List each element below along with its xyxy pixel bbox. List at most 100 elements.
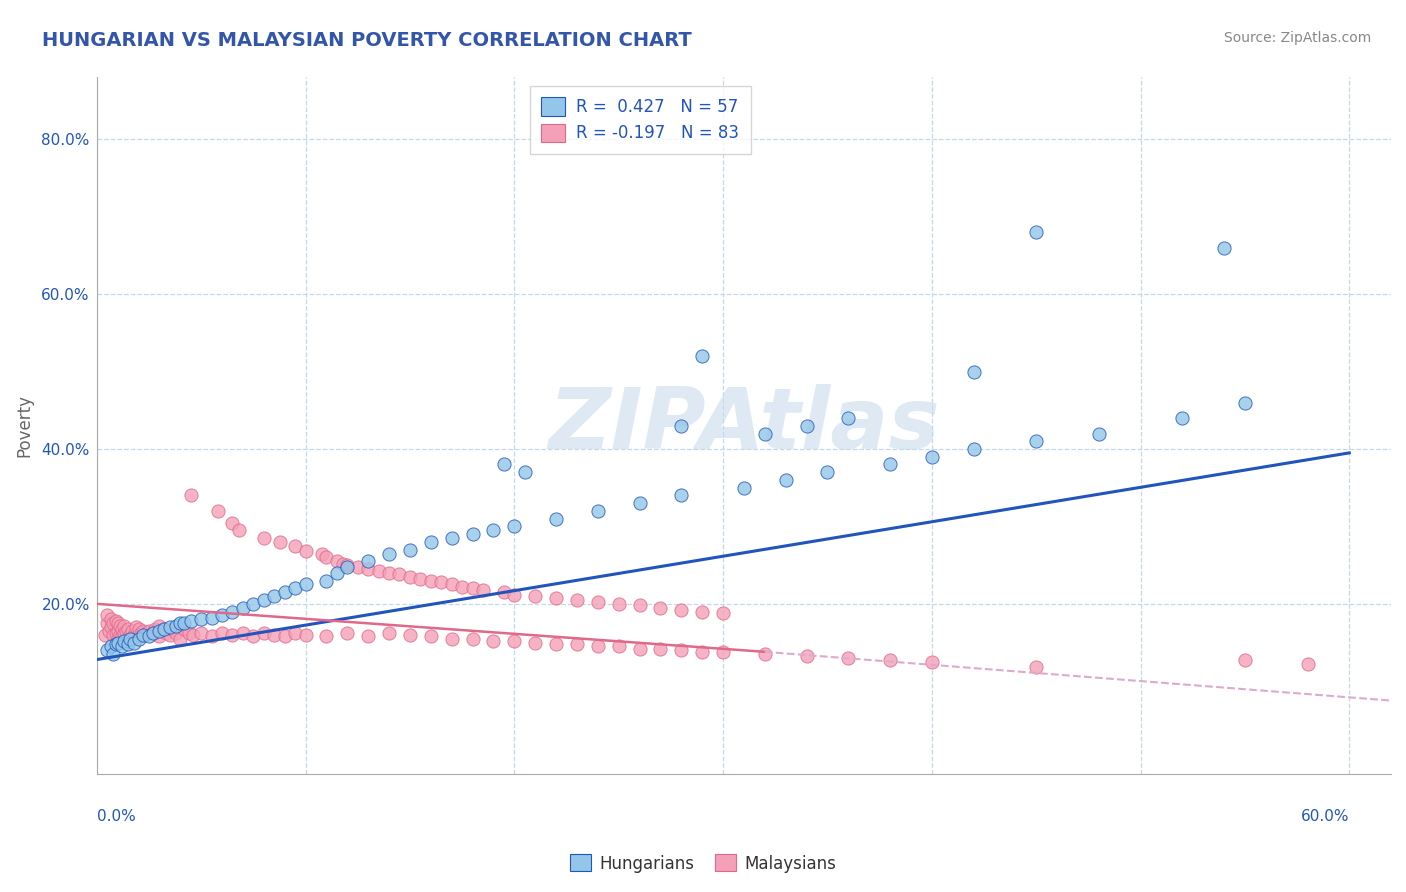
Point <box>107 616 129 631</box>
Point <box>96 643 118 657</box>
Point <box>796 649 818 664</box>
Point <box>159 620 181 634</box>
Point <box>482 523 505 537</box>
Text: 60.0%: 60.0% <box>1301 809 1350 824</box>
Point <box>1296 657 1319 672</box>
Point <box>221 605 243 619</box>
Point <box>103 647 125 661</box>
Point <box>134 628 156 642</box>
Point <box>628 599 651 613</box>
Point <box>586 595 609 609</box>
Point <box>513 465 536 479</box>
Point <box>142 626 165 640</box>
Point <box>315 550 337 565</box>
Point <box>159 628 181 642</box>
Point <box>180 614 202 628</box>
Point <box>177 626 200 640</box>
Text: 0.0%: 0.0% <box>97 809 135 824</box>
Point <box>671 418 693 433</box>
Point <box>628 496 651 510</box>
Point <box>671 603 693 617</box>
Point <box>112 618 135 632</box>
Point <box>586 504 609 518</box>
Point <box>104 614 127 628</box>
Point <box>921 655 943 669</box>
Point <box>1025 225 1047 239</box>
Point <box>311 547 333 561</box>
Point <box>607 640 630 654</box>
Point <box>921 450 943 464</box>
Point <box>690 605 713 619</box>
Point <box>461 632 484 646</box>
Point <box>1171 411 1194 425</box>
Point <box>103 616 125 631</box>
Point <box>117 637 139 651</box>
Point <box>346 559 368 574</box>
Point <box>357 562 380 576</box>
Point <box>232 626 254 640</box>
Point <box>336 558 359 573</box>
Point <box>131 628 153 642</box>
Point <box>628 641 651 656</box>
Legend: Hungarians, Malaysians: Hungarians, Malaysians <box>562 847 844 880</box>
Point <box>482 634 505 648</box>
Point <box>315 629 337 643</box>
Point <box>103 628 125 642</box>
Point <box>124 628 146 642</box>
Point <box>451 580 474 594</box>
Point <box>207 504 229 518</box>
Point <box>430 575 453 590</box>
Point <box>650 641 672 656</box>
Point <box>565 637 588 651</box>
Point <box>503 634 526 648</box>
Point <box>586 640 609 654</box>
Point <box>112 634 135 648</box>
Point <box>190 626 212 640</box>
Point <box>148 618 170 632</box>
Point <box>336 559 359 574</box>
Point <box>440 577 463 591</box>
Point <box>263 628 285 642</box>
Point <box>711 606 734 620</box>
Point <box>650 600 672 615</box>
Point <box>200 611 222 625</box>
Point <box>253 531 276 545</box>
Point <box>388 567 411 582</box>
Point <box>115 624 138 638</box>
Point <box>336 626 359 640</box>
Point <box>332 557 354 571</box>
Point <box>173 616 195 631</box>
Point <box>294 577 316 591</box>
Point <box>124 635 146 649</box>
Point <box>129 626 152 640</box>
Point <box>181 628 204 642</box>
Point <box>837 651 859 665</box>
Point <box>94 628 117 642</box>
Point <box>117 622 139 636</box>
Point <box>357 554 380 568</box>
Point <box>837 411 859 425</box>
Point <box>273 585 295 599</box>
Point <box>544 511 567 525</box>
Point <box>440 632 463 646</box>
Point <box>148 629 170 643</box>
Point <box>111 622 134 636</box>
Point <box>232 600 254 615</box>
Point <box>419 535 441 549</box>
Point <box>419 629 441 643</box>
Point <box>357 629 380 643</box>
Point <box>131 624 153 638</box>
Point <box>690 349 713 363</box>
Point <box>148 624 170 638</box>
Point <box>108 628 131 642</box>
Point <box>100 620 122 634</box>
Point <box>135 626 157 640</box>
Point <box>107 635 129 649</box>
Text: ZIPAtlas: ZIPAtlas <box>548 384 939 467</box>
Point <box>100 612 122 626</box>
Point <box>104 637 127 651</box>
Point <box>107 632 129 646</box>
Point <box>503 519 526 533</box>
Point <box>98 624 121 638</box>
Point <box>315 574 337 588</box>
